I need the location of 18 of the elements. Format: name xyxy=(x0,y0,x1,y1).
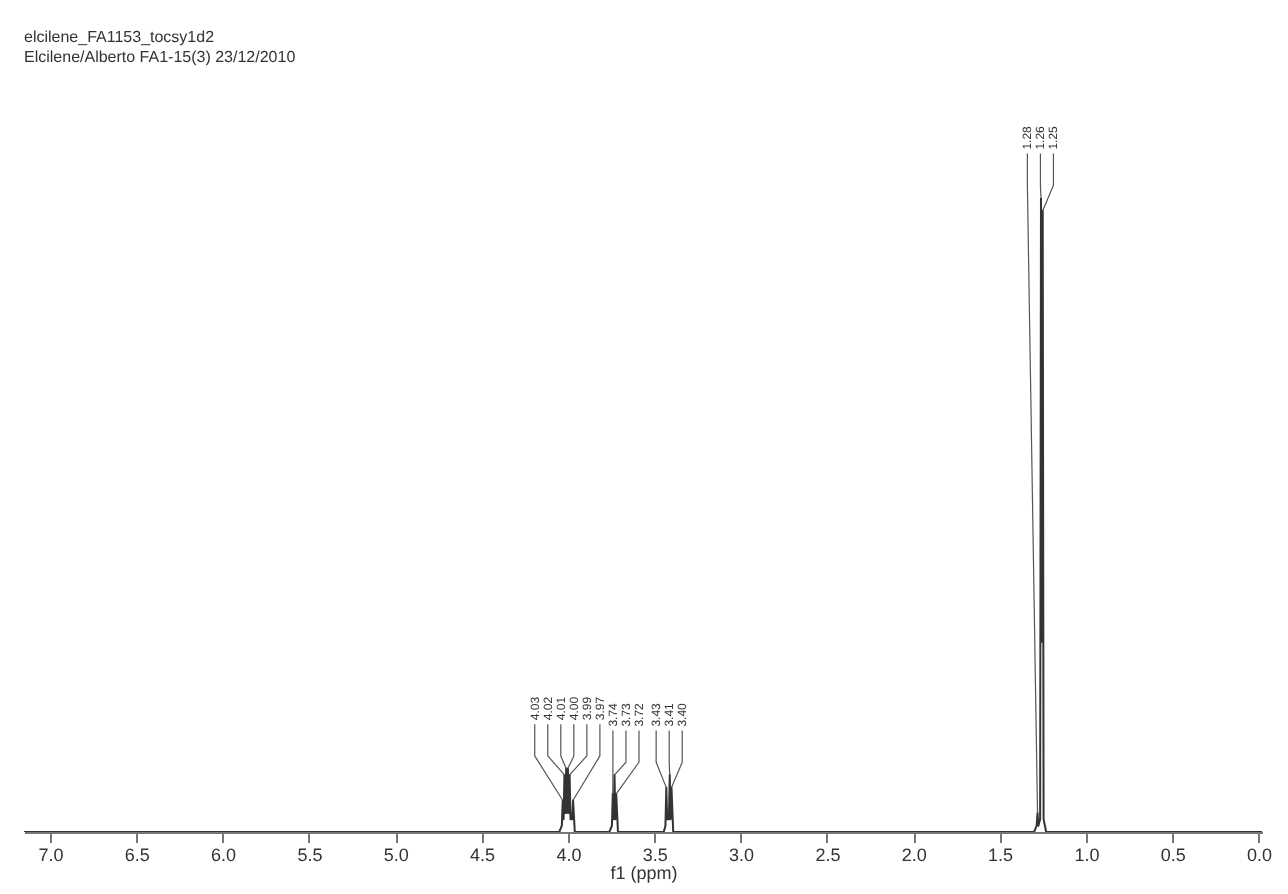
x-tick-label: 0.0 xyxy=(1247,845,1273,865)
x-tick-label: 1.0 xyxy=(1074,845,1100,865)
x-tick-label: 0.5 xyxy=(1160,845,1186,865)
x-tick-label: 7.0 xyxy=(38,845,64,865)
x-tick-label: 3.0 xyxy=(729,845,755,865)
x-tick-label: 5.0 xyxy=(383,845,409,865)
x-tick-label: 4.0 xyxy=(556,845,582,865)
x-axis-title: f1 (ppm) xyxy=(610,863,678,883)
x-tick-label: 3.5 xyxy=(642,845,668,865)
chart-title: elcilene_FA1153_tocsy1d2 xyxy=(24,28,216,47)
x-tick-label: 6.5 xyxy=(124,845,150,865)
x-tick-label: 6.0 xyxy=(211,845,237,865)
x-tick-label: 4.5 xyxy=(470,845,496,865)
chart-subtitle: Elcilene/Alberto FA1-15(3) 23/12/2010 xyxy=(24,48,297,67)
x-tick-label: 5.5 xyxy=(297,845,323,865)
x-tick-label: 1.5 xyxy=(988,845,1014,865)
x-tick-label: 2.5 xyxy=(815,845,841,865)
x-tick-label: 2.0 xyxy=(901,845,927,865)
